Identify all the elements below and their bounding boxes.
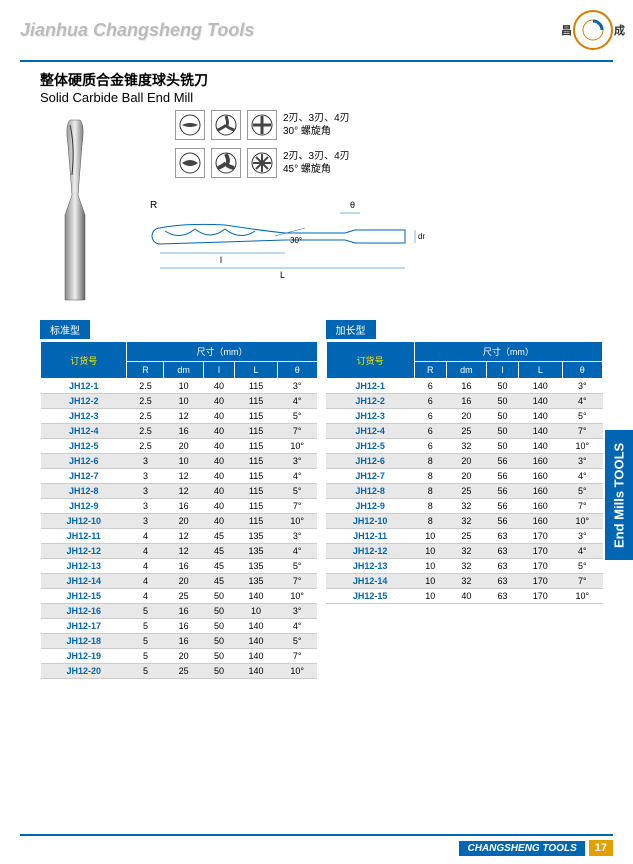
table-row: JH12-7820561604°	[326, 469, 603, 484]
technical-drawing: R 30° l L dm θ	[145, 193, 603, 286]
table-row: JH12-4625501407°	[326, 424, 603, 439]
table-row: JH12-6310401153°	[41, 454, 318, 469]
flute-2b-icon	[175, 148, 205, 178]
top-area: 2刃、3刃、4刃 30° 螺旋角 2刃、3刃、4刃 45° 螺旋角 R 30°	[0, 105, 633, 315]
flute-row-45: 2刃、3刃、4刃 45° 螺旋角	[175, 148, 603, 178]
table-row: JH12-7312401154°	[41, 469, 318, 484]
table-row: JH12-1616501403°	[326, 379, 603, 394]
table1-label: 标准型	[40, 320, 90, 339]
table-row: JH12-9316401157°	[41, 499, 318, 514]
table2: 订货号尺寸（mm） RdmlLθ JH12-1616501403°JH12-26…	[326, 341, 604, 604]
table-row: JH12-1651650103°	[41, 604, 318, 619]
table-row: JH12-8825561605°	[326, 484, 603, 499]
footer-label: CHANGSHENG TOOLS	[459, 841, 584, 856]
svg-text:θ: θ	[350, 200, 355, 210]
table-row: JH12-154255014010°	[41, 589, 318, 604]
flute-30-text: 2刃、3刃、4刃 30° 螺旋角	[283, 112, 350, 138]
side-tab: End Mills TOOLS	[605, 430, 633, 560]
svg-text:30°: 30°	[290, 236, 302, 245]
table-row: JH12-14420451357°	[41, 574, 318, 589]
header-divider	[20, 60, 613, 62]
table-row: JH12-12.510401153°	[41, 379, 318, 394]
table-row: JH12-22.510401154°	[41, 394, 318, 409]
flute-4-icon	[247, 110, 277, 140]
table1: 订货号尺寸（mm） RdmlLθ JH12-12.510401153°JH12-…	[40, 341, 318, 679]
table-row: JH12-141032631707°	[326, 574, 603, 589]
table-row: JH12-11412451353°	[41, 529, 318, 544]
footer: CHANGSHENG TOOLS 17	[459, 840, 613, 856]
table-row: JH12-9832561607°	[326, 499, 603, 514]
table-row: JH12-56325014010°	[326, 439, 603, 454]
svg-text:L: L	[280, 270, 285, 280]
table-row: JH12-2616501404°	[326, 394, 603, 409]
table-row: JH12-17516501404°	[41, 619, 318, 634]
table-row: JH12-6820561603°	[326, 454, 603, 469]
title-section: 整体硬质合金锥度球头铣刀 Solid Carbide Ball End Mill	[0, 70, 633, 105]
table-row: JH12-3620501405°	[326, 409, 603, 424]
table-row: JH12-131032631705°	[326, 559, 603, 574]
flute-4b-icon	[247, 148, 277, 178]
product-image	[30, 110, 120, 310]
table-extended: 加长型 订货号尺寸（mm） RdmlLθ JH12-1616501403°JH1…	[326, 320, 604, 679]
flute-45-text: 2刃、3刃、4刃 45° 螺旋角	[283, 150, 350, 176]
table-row: JH12-121032631704°	[326, 544, 603, 559]
title-chinese: 整体硬质合金锥度球头铣刀	[40, 70, 593, 90]
table-row: JH12-1510406317010°	[326, 589, 603, 604]
table-row: JH12-12412451354°	[41, 544, 318, 559]
svg-text:dm: dm	[418, 232, 425, 241]
page-number: 17	[589, 840, 613, 856]
table-row: JH12-52.5204011510°	[41, 439, 318, 454]
table-row: JH12-103204011510°	[41, 514, 318, 529]
flute-row-30: 2刃、3刃、4刃 30° 螺旋角	[175, 110, 603, 140]
table-row: JH12-13416451355°	[41, 559, 318, 574]
flute-2-icon	[175, 110, 205, 140]
diagrams-area: 2刃、3刃、4刃 30° 螺旋角 2刃、3刃、4刃 45° 螺旋角 R 30°	[135, 110, 603, 310]
title-english: Solid Carbide Ball End Mill	[40, 90, 593, 105]
header: Jianhua Changsheng Tools 昌 成	[0, 0, 633, 60]
flute-3b-icon	[211, 148, 241, 178]
table-row: JH12-108325616010°	[326, 514, 603, 529]
table-row: JH12-32.512401155°	[41, 409, 318, 424]
table-row: JH12-19520501407°	[41, 649, 318, 664]
footer-divider	[20, 834, 613, 836]
svg-text:l: l	[220, 255, 222, 265]
table-standard: 标准型 订货号尺寸（mm） RdmlLθ JH12-12.510401153°J…	[40, 320, 318, 679]
table-row: JH12-8312401155°	[41, 484, 318, 499]
tables-area: 标准型 订货号尺寸（mm） RdmlLθ JH12-12.510401153°J…	[0, 315, 633, 679]
table-row: JH12-18516501405°	[41, 634, 318, 649]
table2-label: 加长型	[326, 320, 376, 339]
brand-title: Jianhua Changsheng Tools	[20, 20, 254, 41]
table-row: JH12-111025631703°	[326, 529, 603, 544]
table-row: JH12-205255014010°	[41, 664, 318, 679]
table-row: JH12-42.516401157°	[41, 424, 318, 439]
logo-icon: 昌 成	[573, 10, 613, 50]
label-R: R	[150, 200, 157, 211]
flute-3-icon	[211, 110, 241, 140]
